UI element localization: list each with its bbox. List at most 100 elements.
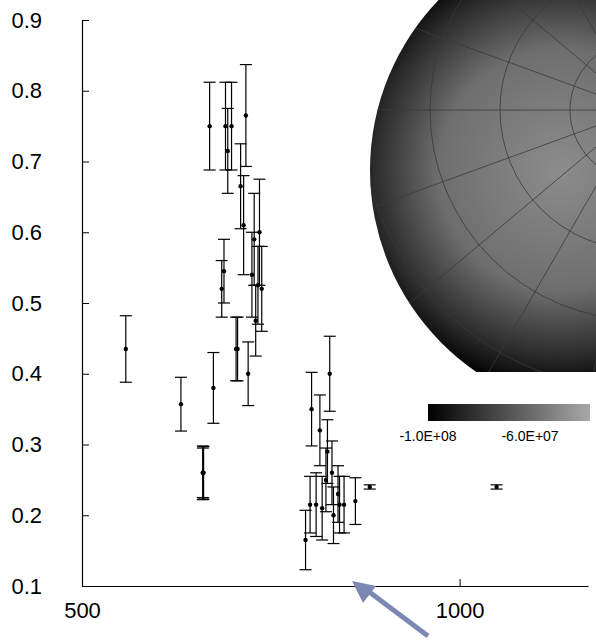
error-bar-cap	[321, 419, 333, 420]
tick-label: 0.9	[11, 8, 42, 33]
error-bar-cap	[310, 472, 322, 473]
arrow	[352, 581, 428, 636]
error-bar	[120, 316, 132, 383]
point	[201, 471, 205, 475]
error-bar	[235, 144, 247, 229]
error-bar	[320, 448, 332, 512]
axis-line	[83, 586, 589, 587]
error-bar-cap	[238, 175, 250, 176]
error-bar-cap	[216, 260, 228, 261]
map-grid-line	[571, 0, 596, 110]
error-bar-cap	[175, 430, 187, 431]
point	[207, 124, 211, 128]
error-bar-cap	[207, 423, 219, 424]
map-disc	[370, 0, 596, 372]
error-bar-cap	[306, 372, 318, 373]
error-bar	[332, 466, 344, 523]
map-grid-circle	[430, 0, 596, 320]
error-bar-cap	[204, 169, 216, 170]
tick-mark	[82, 232, 89, 233]
error-bar-cap	[197, 445, 209, 446]
error-bar-cap	[222, 193, 234, 194]
error-bar-cap	[326, 440, 338, 441]
error-bar-cap	[204, 82, 216, 83]
error-bar-cap	[242, 341, 254, 342]
point	[342, 502, 346, 506]
tick-mark	[82, 91, 89, 92]
point	[256, 283, 260, 287]
map-grid-circle	[360, 0, 596, 372]
point	[309, 407, 313, 411]
tick-mark	[460, 579, 461, 586]
error-bar-cap	[120, 382, 132, 383]
error-bar-cap	[120, 315, 132, 316]
tick: 0.3	[11, 432, 89, 457]
tick-label: 500	[64, 598, 101, 623]
error-bar	[253, 179, 265, 285]
error-bar-cap	[240, 64, 252, 65]
error-bar-cap	[197, 499, 209, 500]
error-bar	[207, 353, 219, 424]
error-bar	[324, 336, 336, 411]
error-bar-cap	[175, 377, 187, 378]
error-bar-cap	[216, 317, 228, 318]
tick: 0.5	[11, 291, 89, 316]
error-bar-cap	[349, 524, 361, 525]
tick: 0.6	[11, 220, 89, 245]
error-bar-cap	[316, 539, 328, 540]
error-bar	[230, 317, 242, 381]
tick: 0.1	[11, 574, 89, 599]
tick: 0.4	[11, 361, 89, 386]
point	[246, 372, 250, 376]
tick-label: 0.3	[11, 432, 42, 457]
tick: 0.2	[11, 503, 89, 528]
arrow-head	[352, 581, 376, 603]
error-bar	[338, 476, 350, 533]
point	[494, 485, 498, 489]
map-grid-line	[360, 0, 596, 110]
tick-mark	[82, 445, 89, 446]
error-bar	[198, 447, 210, 499]
error-bar	[334, 476, 346, 533]
error-bar-cap	[314, 394, 326, 395]
error-bar-cap	[207, 352, 219, 353]
point	[211, 386, 215, 390]
tick-label: 0.6	[11, 220, 42, 245]
error-bar-cap	[256, 331, 268, 332]
error-bar	[364, 485, 376, 489]
error-bar	[238, 176, 250, 275]
error-bar-cap	[326, 504, 338, 505]
tick-label: 0.2	[11, 503, 42, 528]
error-bar-cap	[240, 166, 252, 167]
error-bar	[256, 246, 268, 331]
point	[226, 149, 230, 153]
point	[238, 184, 242, 188]
map-grid-line	[440, 110, 596, 372]
colorbar-label: -6.0E+07	[501, 428, 558, 444]
tick-mark	[82, 303, 89, 304]
error-bar-cap	[226, 82, 238, 83]
tick: 0.9	[11, 8, 89, 33]
map-grid-line	[360, 110, 596, 367]
point	[330, 471, 334, 475]
error-bar-cap	[250, 355, 262, 356]
map-grid-line	[360, 0, 596, 110]
point	[318, 428, 322, 432]
tick-label: 0.8	[11, 78, 42, 103]
error-bar-cap	[324, 336, 336, 337]
point	[260, 287, 264, 291]
error-bar-cap	[324, 411, 336, 412]
error-bar-cap	[332, 522, 344, 523]
error-bar-cap	[332, 465, 344, 466]
error-bar-cap	[218, 239, 230, 240]
map-grid-circle	[360, 0, 596, 372]
chart: 50010000.10.20.30.40.50.60.70.80.9-1.0E+…	[0, 0, 596, 642]
point	[220, 287, 224, 291]
map-grid-line	[360, 110, 596, 111]
error-bar-cap	[198, 498, 210, 499]
error-bar-cap	[232, 317, 244, 318]
error-bar-cap	[226, 169, 238, 170]
error-bar-cap	[304, 532, 316, 533]
tick: 1000	[436, 579, 485, 623]
point	[244, 113, 248, 117]
